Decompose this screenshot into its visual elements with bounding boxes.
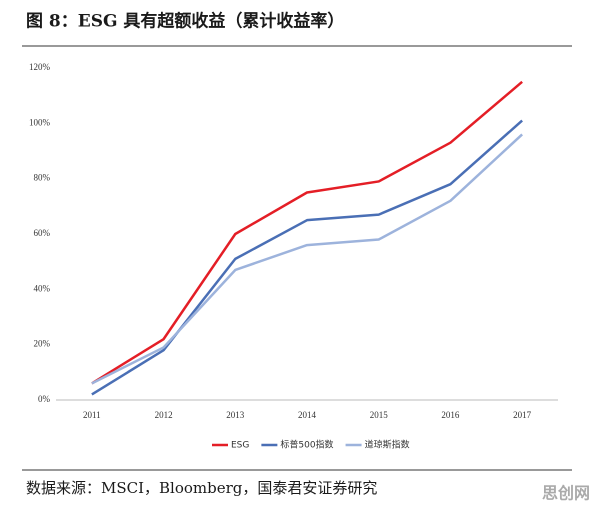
y-tick-label: 80% <box>34 173 51 183</box>
x-tick-label: 2011 <box>83 410 101 420</box>
y-tick-label: 120% <box>29 62 51 72</box>
chart-title: 图 8：ESG 具有超额收益（累计收益率） <box>26 11 344 32</box>
y-tick-label: 60% <box>34 228 51 238</box>
legend-label: 道琼斯指数 <box>365 439 410 451</box>
x-tick-label: 2015 <box>370 410 389 420</box>
x-tick-label: 2016 <box>441 410 460 420</box>
source-note: 数据来源：MSCI，Bloomberg，国泰君安证券研究 <box>26 479 377 497</box>
series-line <box>91 80 523 385</box>
series-line <box>91 119 523 396</box>
x-tick-label: 2017 <box>513 410 532 420</box>
watermark: 思创网 <box>542 484 590 503</box>
x-tick-label: 2013 <box>226 410 245 420</box>
y-tick-label: 100% <box>29 117 51 127</box>
y-tick-label: 0% <box>38 394 51 404</box>
y-tick-label: 20% <box>34 339 51 349</box>
x-tick-label: 2012 <box>155 410 173 420</box>
legend-label: ESG <box>231 441 249 451</box>
x-tick-label: 2014 <box>298 410 317 420</box>
series-line <box>91 133 523 385</box>
y-tick-label: 40% <box>34 283 51 293</box>
legend-label: 标普500指数 <box>280 439 333 451</box>
